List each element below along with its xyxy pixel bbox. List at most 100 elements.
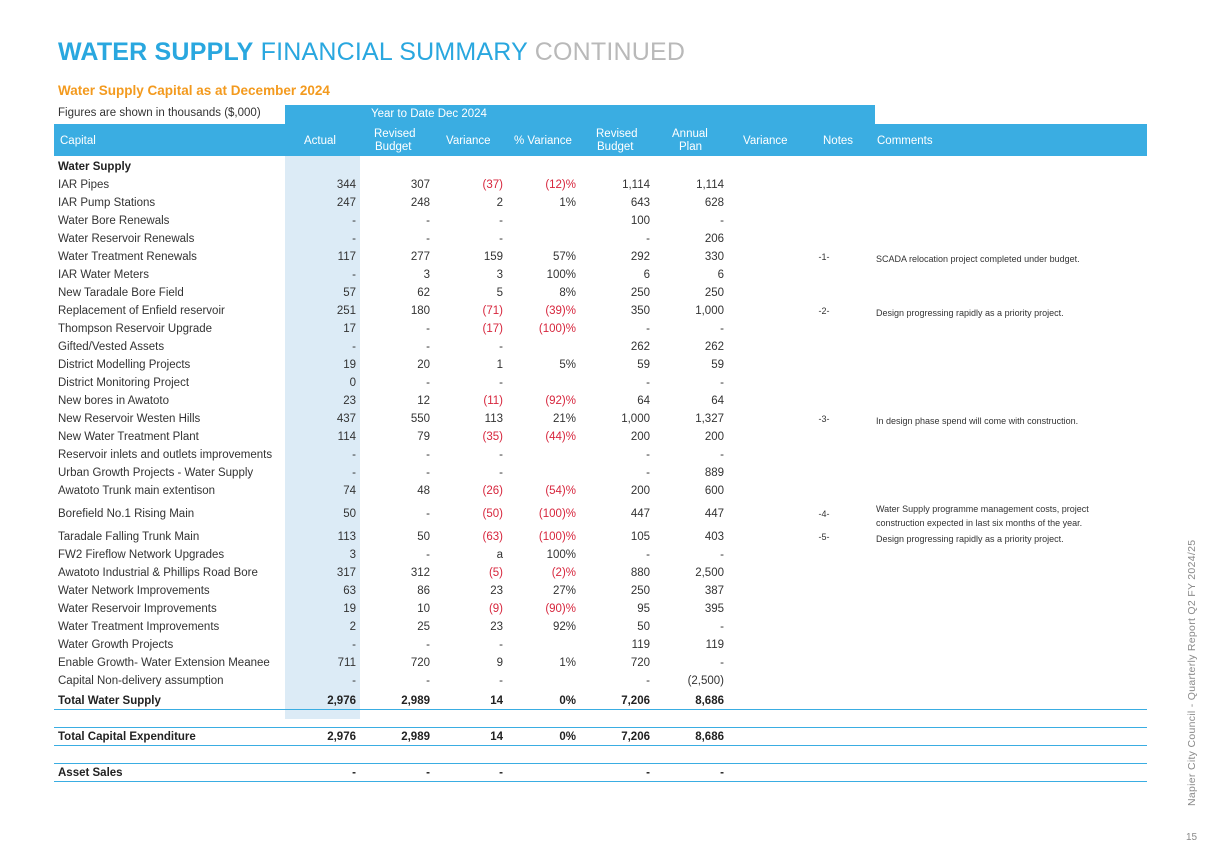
cell-actual: 57 xyxy=(343,287,356,299)
total-row: Total Capital Expenditure 2,976 2,989 14 0% 7… xyxy=(54,728,1147,746)
cell-actual: 19 xyxy=(343,603,356,615)
cell-revised-budget: 312 xyxy=(410,567,430,579)
cell-actual: 3 xyxy=(349,549,356,561)
cell-pct-variance: (90)% xyxy=(545,603,576,615)
cell-actual: - xyxy=(352,675,356,687)
cell-actual: 251 xyxy=(336,305,356,317)
cell-actual: 114 xyxy=(337,431,356,443)
cell-revised-budget: 277 xyxy=(410,251,430,263)
cell-comment: Design progressing rapidly as a priority… xyxy=(876,306,1064,320)
section-subtitle: Water Supply Capital as at December 2024 xyxy=(58,83,330,98)
cell-actual: 117 xyxy=(337,251,356,263)
cell-variance: - xyxy=(499,767,503,779)
cell-annual-plan: 64 xyxy=(711,395,724,407)
cell-name: New bores in Awatoto xyxy=(58,395,170,407)
cell-annual-revised-budget: 262 xyxy=(630,341,650,353)
cell-actual: 0 xyxy=(349,377,356,389)
cell-pct-variance: (100)% xyxy=(538,531,576,543)
table-row: Replacement of Enfield reservoir 251 180 (7… xyxy=(54,302,1147,320)
cell-annual-revised-budget: 105 xyxy=(630,531,650,543)
ytd-label: Year to Date Dec 2024 xyxy=(371,108,487,120)
cell-annual-revised-budget: 95 xyxy=(637,603,650,615)
comment-line: Design progressing rapidly as a priority… xyxy=(876,308,1064,318)
table-row: New Taradale Bore Field 57 62 5 8% 250 250 xyxy=(54,284,1147,302)
cell-actual: 17 xyxy=(343,323,356,335)
cell-annual-plan: 119 xyxy=(705,639,724,651)
cell-annual-revised-budget: - xyxy=(646,449,650,461)
cell-variance: (37) xyxy=(482,179,503,191)
cell-actual: 2,976 xyxy=(327,731,356,743)
cell-annual-plan: 59 xyxy=(711,359,724,371)
spacer-row xyxy=(54,746,1147,764)
table-row: District Monitoring Project 0 - - - - xyxy=(54,374,1147,392)
header-notes: Notes xyxy=(823,135,854,147)
cell-name: Water Network Improvements xyxy=(58,585,210,597)
cell-annual-revised-budget: 643 xyxy=(630,197,650,209)
cell-note: -4- xyxy=(818,509,830,519)
table-header: Capital Actual Revised Budget Variance %… xyxy=(54,124,1147,156)
cell-annual-plan: - xyxy=(720,215,724,227)
cell-name: Water Treatment Renewals xyxy=(58,251,197,263)
cell-revised-budget: - xyxy=(426,767,430,779)
table-row: FW2 Fireflow Network Upgrades 3 - a 100% - - xyxy=(54,546,1147,564)
cell-pct-variance: (12)% xyxy=(545,179,576,191)
cell-pct-variance: 27% xyxy=(552,585,576,597)
cell-variance: 5 xyxy=(496,287,503,299)
table-row: New bores in Awatoto 23 12 (11) (92)% 64 64 xyxy=(54,392,1147,410)
header-annual: Annual xyxy=(672,128,708,140)
cell-annual-revised-budget: 119 xyxy=(631,639,650,651)
cell-name: FW2 Fireflow Network Upgrades xyxy=(58,549,225,561)
cell-annual-plan: - xyxy=(720,657,724,669)
cell-revised-budget: - xyxy=(426,549,430,561)
cell-variance: (50) xyxy=(482,508,503,520)
cell-name: Capital Non-delivery assumption xyxy=(58,675,224,687)
cell-pct-variance: 100% xyxy=(546,269,576,281)
cell-note: -3- xyxy=(818,414,830,424)
header-variance: Variance xyxy=(446,135,491,147)
cell-annual-revised-budget: 1,000 xyxy=(621,413,650,425)
cell-variance: - xyxy=(499,675,503,687)
table-row: District Modelling Projects 19 20 1 5% 59 59 xyxy=(54,356,1147,374)
cell-actual: 63 xyxy=(343,585,356,597)
cell-annual-revised-budget: - xyxy=(646,675,650,687)
cell-revised-budget: 48 xyxy=(417,485,430,497)
cell-annual-revised-budget: 447 xyxy=(630,508,650,520)
table-row: New Reservoir Westen Hills 437 550 113 21% 1,… xyxy=(54,410,1147,428)
cell-variance: (63) xyxy=(482,531,503,543)
cell-revised-budget: 180 xyxy=(410,305,430,317)
table-row: Awatoto Industrial & Phillips Road Bore 3… xyxy=(54,564,1147,582)
cell-annual-plan: 2,500 xyxy=(695,567,724,579)
cell-name: Replacement of Enfield reservoir xyxy=(58,305,225,317)
cell-annual-plan: - xyxy=(720,549,724,561)
header-pct-variance: % Variance xyxy=(514,135,572,147)
title-light: FINANCIAL SUMMARY xyxy=(260,38,528,66)
cell-name: Total Capital Expenditure xyxy=(58,731,196,743)
section-label: Water Supply xyxy=(58,161,132,173)
cell-annual-plan: 600 xyxy=(704,485,724,497)
cell-annual-revised-budget: 880 xyxy=(630,567,650,579)
cell-revised-budget: 550 xyxy=(410,413,430,425)
page-number: 15 xyxy=(1186,832,1198,843)
table-row: IAR Pump Stations 247 248 2 1% 643 628 xyxy=(54,194,1147,212)
cell-revised-budget: 62 xyxy=(417,287,430,299)
cell-name: New Water Treatment Plant xyxy=(58,431,199,443)
cell-name: Reservoir inlets and outlets improvement… xyxy=(58,449,273,461)
cell-annual-plan: 8,686 xyxy=(695,695,724,707)
cell-name: Thompson Reservoir Upgrade xyxy=(58,323,213,335)
cell-pct-variance: 100% xyxy=(546,549,576,561)
cell-name: New Reservoir Westen Hills xyxy=(58,413,201,425)
cell-actual: 344 xyxy=(336,179,356,191)
cell-pct-variance: 57% xyxy=(552,251,576,263)
table-row: Water Reservoir Improvements 19 10 (9) (90)%… xyxy=(54,600,1147,618)
cell-actual: 247 xyxy=(336,197,356,209)
cell-annual-revised-budget: 200 xyxy=(630,431,650,443)
table-row: Water Reservoir Renewals - - - - 206 xyxy=(54,230,1147,248)
cell-variance: 14 xyxy=(490,731,503,743)
cell-variance: (26) xyxy=(482,485,503,497)
cell-annual-plan: 330 xyxy=(704,251,724,263)
cell-note: -2- xyxy=(818,306,830,316)
cell-annual-plan: 395 xyxy=(704,603,724,615)
cell-name: New Taradale Bore Field xyxy=(58,287,184,299)
cell-pct-variance: (44)% xyxy=(545,431,576,443)
cell-annual-plan: 1,327 xyxy=(695,413,724,425)
